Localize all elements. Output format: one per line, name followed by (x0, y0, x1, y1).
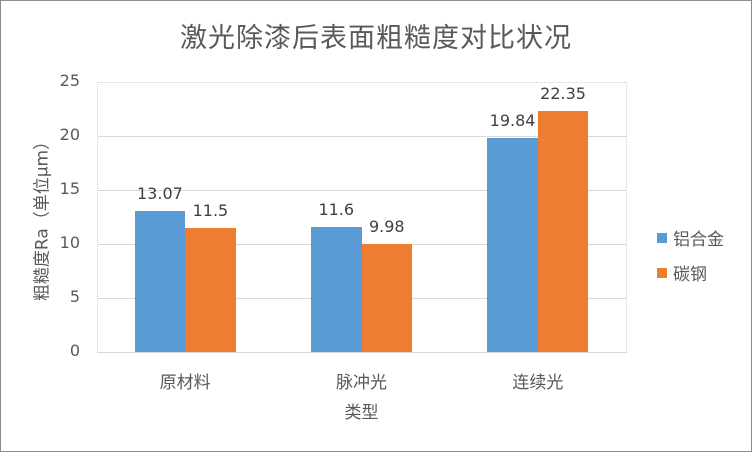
legend-item: 碳钢 (657, 260, 707, 285)
data-label: 9.98 (368, 217, 405, 237)
gridline (97, 352, 626, 353)
data-label: 11.6 (318, 199, 355, 219)
y-tick-label: 5 (69, 287, 80, 306)
legend-item: 铝合金 (657, 225, 724, 250)
gridline (97, 136, 626, 137)
chart-title: 激光除漆后表面粗糙度对比状况 (180, 23, 572, 54)
y-tick-label: 20 (59, 125, 80, 144)
data-label: 13.07 (137, 183, 183, 203)
y-tick-label: 10 (59, 233, 80, 252)
x-tick-label: 脉冲光 (336, 373, 387, 393)
x-axis-label: 类型 (344, 403, 379, 423)
y-tick-label: 25 (59, 71, 80, 90)
y-tick-label: 15 (59, 179, 80, 198)
bar-铝合金-脉冲光 (311, 226, 362, 352)
x-tick-label: 原材料 (159, 373, 211, 393)
bar-铝合金-原材料 (134, 210, 186, 352)
legend-label: 铝合金 (673, 230, 724, 250)
bar-碳钢-连续光 (537, 110, 589, 352)
data-label: 22.35 (540, 83, 586, 103)
bar-碳钢-脉冲光 (361, 244, 412, 352)
legend-swatch-icon (657, 267, 667, 278)
legend-swatch-icon (657, 232, 667, 243)
bar-碳钢-原材料 (185, 227, 236, 352)
gridline (97, 190, 626, 191)
bar-铝合金-连续光 (487, 137, 538, 352)
y-tick-label: 0 (69, 341, 80, 360)
y-axis-label: 粗糙度Ra（单位μm） (32, 132, 53, 302)
x-tick-label: 连续光 (512, 373, 564, 393)
legend-label: 碳钢 (673, 265, 707, 285)
data-label: 19.84 (489, 110, 536, 130)
data-label: 11.5 (192, 200, 229, 220)
